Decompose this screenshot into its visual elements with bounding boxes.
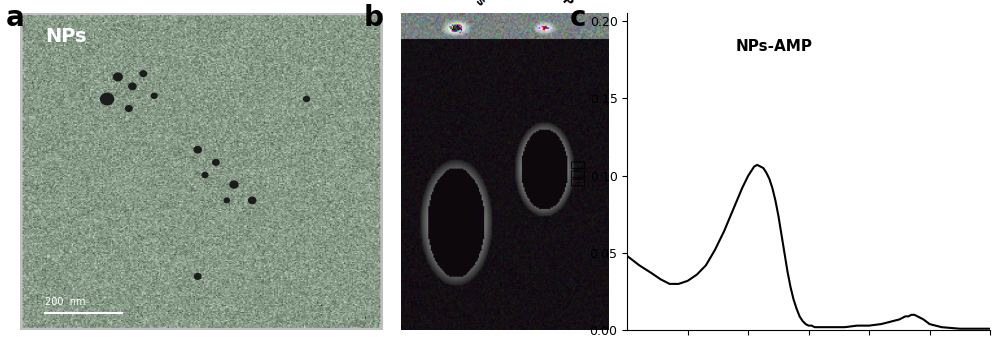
Circle shape bbox=[304, 96, 309, 101]
Text: c: c bbox=[569, 4, 586, 32]
Text: a: a bbox=[5, 4, 24, 32]
Circle shape bbox=[202, 173, 208, 178]
Circle shape bbox=[194, 147, 201, 153]
Text: 200  nm: 200 nm bbox=[45, 297, 86, 307]
Circle shape bbox=[151, 93, 157, 98]
Circle shape bbox=[224, 198, 229, 203]
Circle shape bbox=[129, 83, 136, 90]
Circle shape bbox=[230, 181, 238, 188]
Circle shape bbox=[126, 106, 132, 111]
Y-axis label: 光吸收: 光吸收 bbox=[570, 158, 585, 186]
Circle shape bbox=[114, 73, 122, 81]
Circle shape bbox=[213, 159, 219, 165]
Circle shape bbox=[194, 274, 201, 279]
Text: NPs-AMP: NPs-AMP bbox=[522, 0, 575, 10]
Circle shape bbox=[140, 71, 147, 76]
Text: NPs-AMP: NPs-AMP bbox=[736, 39, 813, 55]
Text: NPs: NPs bbox=[459, 0, 487, 10]
Text: NPs: NPs bbox=[45, 27, 87, 46]
Circle shape bbox=[101, 93, 114, 105]
Text: b: b bbox=[364, 4, 384, 32]
Circle shape bbox=[249, 197, 256, 204]
